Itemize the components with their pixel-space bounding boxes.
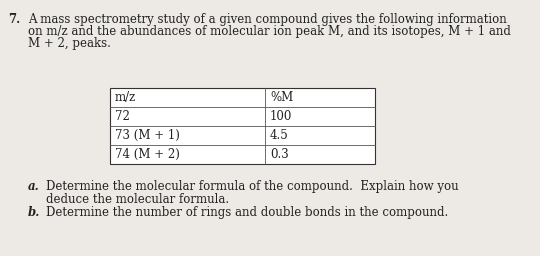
Text: 74 (M + 2): 74 (M + 2): [115, 148, 180, 161]
Text: 73 (M + 1): 73 (M + 1): [115, 129, 180, 142]
Text: 100: 100: [270, 110, 292, 123]
Text: 72: 72: [115, 110, 130, 123]
Bar: [110, 88, 375, 164]
Text: a.: a.: [28, 180, 40, 193]
Text: b.: b.: [28, 206, 40, 219]
Text: 0.3: 0.3: [270, 148, 289, 161]
Text: Determine the number of rings and double bonds in the compound.: Determine the number of rings and double…: [46, 206, 448, 219]
Text: 4.5: 4.5: [270, 129, 289, 142]
Text: on m/z and the abundances of molecular ion peak M, and its isotopes, M + 1 and: on m/z and the abundances of molecular i…: [28, 25, 511, 38]
Text: A mass spectrometry study of a given compound gives the following information: A mass spectrometry study of a given com…: [28, 13, 507, 26]
Text: %M: %M: [270, 91, 293, 104]
Text: 7.: 7.: [8, 13, 21, 26]
Text: m/z: m/z: [115, 91, 136, 104]
Text: deduce the molecular formula.: deduce the molecular formula.: [46, 193, 229, 206]
Text: M + 2, peaks.: M + 2, peaks.: [28, 37, 111, 50]
Text: Determine the molecular formula of the compound.  Explain how you: Determine the molecular formula of the c…: [46, 180, 458, 193]
